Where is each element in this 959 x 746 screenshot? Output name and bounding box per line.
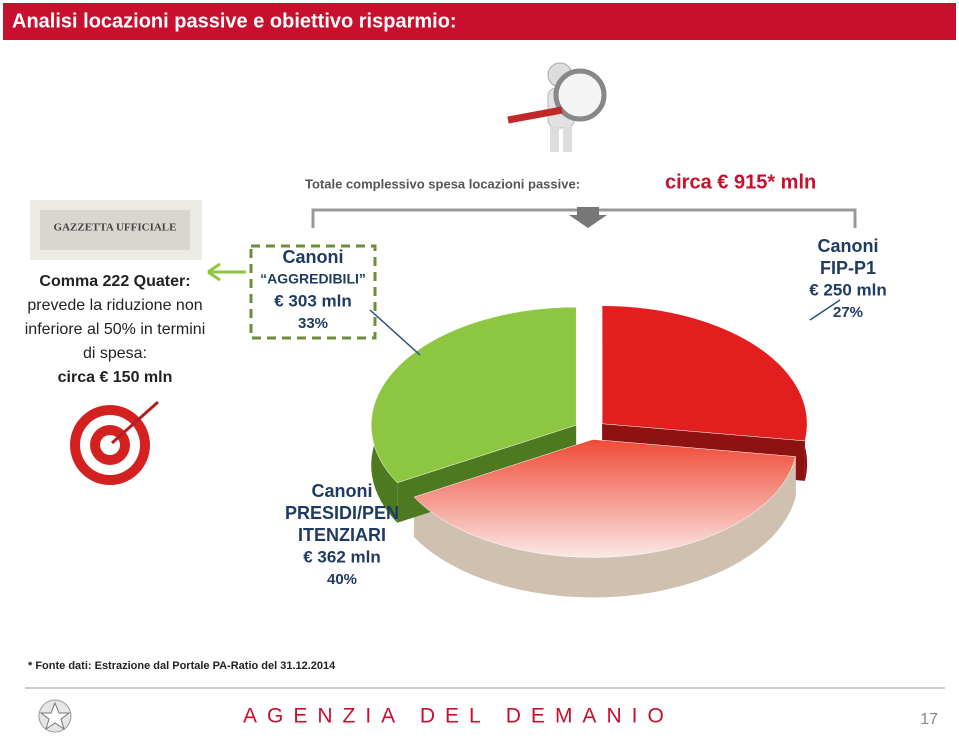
pie-slice bbox=[370, 306, 577, 484]
down-arrow bbox=[569, 207, 607, 228]
magnifier-figure bbox=[507, 62, 607, 152]
slice-label: Canoni bbox=[283, 247, 344, 267]
note-line: circa € 150 mln bbox=[58, 369, 173, 386]
highlight-box bbox=[249, 244, 377, 340]
slice-amount: € 303 mln bbox=[274, 291, 352, 310]
header-bar bbox=[3, 3, 956, 40]
slice-share: 27% bbox=[833, 304, 863, 321]
total-label: Totale complessivo spesa locazioni passi… bbox=[305, 176, 580, 191]
note-line: di spesa: bbox=[83, 345, 147, 362]
note-line: Comma 222 Quater: bbox=[39, 273, 190, 290]
pie-slice bbox=[413, 439, 797, 558]
leader-line bbox=[369, 309, 421, 356]
slide-title: Analisi locazioni passive e obiettivo ri… bbox=[12, 10, 457, 32]
arrow-left bbox=[207, 262, 246, 282]
slice-label: “AGGREDIBILI” bbox=[260, 271, 366, 287]
slice-share: 33% bbox=[298, 315, 328, 332]
slice-label: Canoni bbox=[312, 481, 373, 501]
slice-share: 40% bbox=[327, 571, 357, 588]
pie-slice bbox=[601, 305, 808, 442]
emblem bbox=[38, 699, 72, 733]
slice-label: PRESIDI/PEN bbox=[285, 503, 399, 523]
slice-label: ITENZIARI bbox=[298, 525, 386, 545]
target-icon bbox=[70, 400, 159, 485]
slice-label: FIP-P1 bbox=[820, 258, 876, 278]
svg-text:GAZZETTA UFFICIALE: GAZZETTA UFFICIALE bbox=[54, 222, 177, 234]
footnote: * Fonte dati: Estrazione dal Portale PA-… bbox=[28, 660, 336, 672]
page-number: 17 bbox=[920, 711, 938, 728]
slice-label: Canoni bbox=[818, 236, 879, 256]
slice-amount: € 362 mln bbox=[303, 547, 381, 566]
slice-amount: € 250 mln bbox=[809, 280, 887, 299]
note: Comma 222 Quater: prevede la riduzione no… bbox=[25, 273, 206, 386]
note-line: inferiore al 50% in termini bbox=[25, 321, 206, 338]
gazette-image: GAZZETTA UFFICIALE bbox=[30, 200, 202, 260]
note-line: prevede la riduzione non bbox=[27, 297, 202, 314]
total-value: circa € 915* mln bbox=[665, 171, 816, 193]
slice-wall bbox=[413, 456, 796, 598]
leader-line bbox=[809, 299, 841, 321]
footer-brand: AGENZIA DEL DEMANIO bbox=[243, 705, 674, 728]
